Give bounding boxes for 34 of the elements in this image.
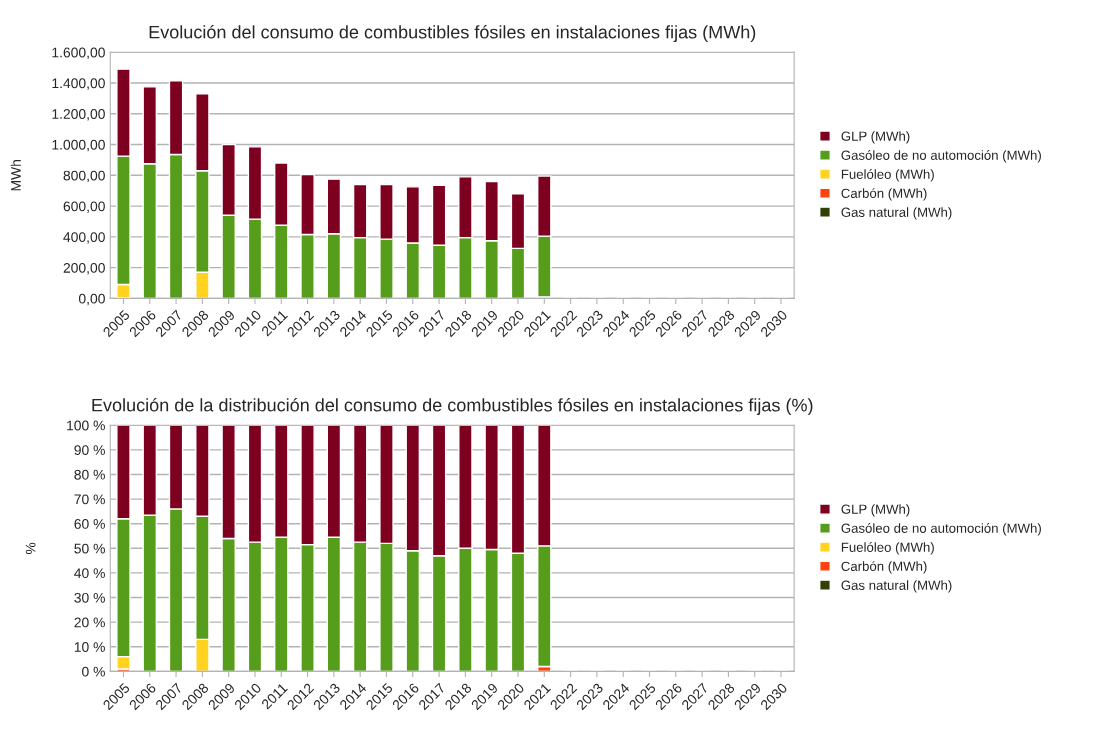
y-tick-label: 70 % — [74, 494, 105, 505]
legend-label: Fuelóleo (MWh) — [841, 542, 934, 555]
y-tick-label: 0 % — [82, 666, 105, 677]
legend-label: Fuelóleo (MWh) — [841, 169, 934, 182]
y-axis-title: % — [25, 542, 36, 554]
y-tick-label: 20 % — [74, 617, 105, 628]
chart-title: Evolución del consumo de combustibles fósiles en instalaciones fijas (MWh) — [149, 25, 756, 43]
y-tick-label: 100 % — [67, 420, 105, 431]
y-tick-label: 400,00 — [63, 232, 105, 244]
y-tick-label: 30 % — [74, 592, 105, 603]
y-tick-label: 600,00 — [63, 201, 105, 213]
legend-label: Gas natural (MWh) — [841, 207, 952, 220]
y-tick-label: 90 % — [74, 445, 105, 456]
y-tick-label: 1.200,00 — [52, 109, 105, 121]
legend-label: Carbón (MWh) — [841, 561, 927, 574]
y-tick-label: 80 % — [74, 469, 105, 480]
legend-label: Carbón (MWh) — [841, 188, 927, 201]
y-tick-label: 200,00 — [63, 262, 105, 275]
y-tick-label: 10 % — [74, 642, 105, 652]
legend-label: Gasóleo de no automoción (MWh) — [841, 150, 1041, 163]
y-tick-label: 40 % — [74, 568, 105, 579]
y-tick-label: 1.600,00 — [52, 47, 105, 60]
chart-title: Evolución de la distribución del consumo de combustibles fósiles en instalaciones fijas (%) — [92, 398, 813, 416]
y-tick-label: 50 % — [74, 543, 105, 554]
y-tick-label: 1.000,00 — [52, 139, 105, 152]
legend-label: GLP (MWh) — [841, 131, 910, 144]
y-tick-label: 800,00 — [63, 170, 105, 183]
y-tick-label: 0,00 — [78, 293, 105, 306]
y-axis-title: MWh — [10, 160, 21, 191]
legend-label: Gasóleo de no automoción (MWh) — [841, 523, 1041, 536]
y-tick-label: 60 % — [74, 519, 105, 529]
legend-label: GLP (MWh) — [841, 504, 910, 517]
legend-label: Gas natural (MWh) — [841, 580, 952, 593]
y-tick-label: 1.400,00 — [52, 78, 105, 90]
